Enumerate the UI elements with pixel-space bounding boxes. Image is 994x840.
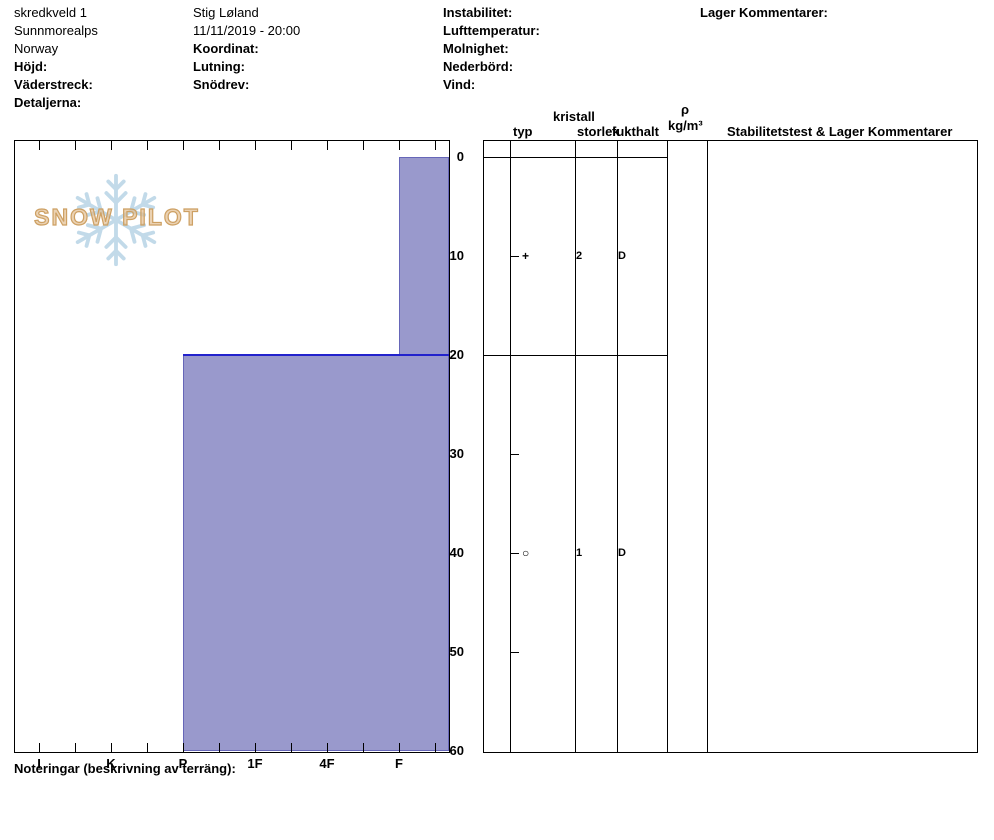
table-column-divider [707,141,708,752]
hardness-axis-tick [147,743,148,752]
hardness-axis-tick [435,743,436,752]
hardness-axis-tick [183,743,184,752]
drift-label: Snödrev: [193,77,250,92]
hardness-axis-tick [111,743,112,752]
layer-boundary-rule [484,355,667,356]
pit-datetime: 11/11/2019 - 20:00 [193,23,301,38]
pit-name: skredkveld 1 [14,5,87,20]
slope-label: Lutning: [193,59,245,74]
hardness-axis-tick [363,141,364,150]
density-unit-header: kg/m³ [668,118,703,133]
hardness-axis-tick [147,141,148,150]
stability-comments-header: Stabilitetstest & Lager Kommentarer [727,124,953,139]
wind-label: Vind: [443,77,476,92]
table-column-divider [575,141,576,752]
instability-label: Instabilitet: [443,5,513,20]
grain-size-value: 1 [576,547,583,559]
hardness-axis-tick [219,141,220,150]
coordinates-label: Koordinat: [193,41,259,56]
hardness-axis-tick [39,141,40,150]
grain-size-header: storlek [577,124,620,139]
observer-column: Stig Løland 11/11/2019 - 20:00 Koordinat… [193,4,300,94]
snow-layer [183,355,449,751]
hardness-axis-tick [291,141,292,150]
table-depth-tick [511,454,519,455]
hardness-axis-tick [255,141,256,150]
grain-moisture-value: D [618,250,626,262]
table-column-divider [667,141,668,752]
grain-moisture-value: D [618,547,626,559]
hardness-axis-tick [39,743,40,752]
hardness-axis-tick [75,141,76,150]
crystal-header: kristall [553,109,595,124]
air-temp-label: Lufttemperatur: [443,23,540,38]
depth-axis-label: 10 [449,248,464,263]
terrain-notes-label: Noteringar (beskrivning av terräng): [14,761,236,776]
elevation-label: Höjd: [14,59,48,74]
hardness-profile-chart: SNOW PILOT [14,140,450,753]
layer-comments-label: Lager Kommentarer: [700,5,828,20]
hardness-axis-label: 4F [319,756,335,771]
aspect-label: Väderstreck: [14,77,93,92]
hardness-axis-tick [399,743,400,752]
grain-row: +2 D [484,248,724,264]
observer-name: Stig Løland [193,5,259,20]
grain-row: ○ 1 D [484,545,724,561]
depth-axis-label: 60 [449,743,464,758]
hardness-axis-tick [183,141,184,150]
hardness-axis-tick [399,141,400,150]
depth-axis-label: 0 [456,149,464,164]
depth-axis-label: 40 [449,545,464,560]
density-symbol-header: ρ [681,102,690,117]
pit-info-column: skredkveld 1 Sunnmorealps Norway Höjd: V… [14,4,98,112]
details-label: Detaljerna: [14,95,82,110]
hardness-axis-tick [255,743,256,752]
grain-type-symbol: ○ [522,546,530,560]
grain-type-symbol: + [522,249,530,263]
sky-label: Molnighet: [443,41,509,56]
hardness-axis-tick [111,141,112,150]
snowpilot-logo-text: SNOW PILOT [34,203,200,230]
hardness-axis-label: F [395,756,403,771]
depth-axis-label: 30 [449,446,464,461]
hardness-axis-tick [363,743,364,752]
hardness-axis-tick [291,743,292,752]
table-column-divider [510,141,511,752]
hardness-axis-tick [435,141,436,150]
grain-type-header: typ [513,124,533,139]
hardness-axis-tick [75,743,76,752]
depth-axis-label: 50 [449,644,464,659]
snowflake-icon [70,173,162,267]
snow-layer [399,157,449,355]
layer-boundary-line [183,354,449,356]
layer-boundary-rule [484,157,667,158]
precip-label: Nederbörd: [443,59,514,74]
hardness-axis-tick [327,743,328,752]
comments-column: Lager Kommentarer: [700,4,828,22]
table-depth-tick [511,652,519,653]
hardness-axis-label: P [178,756,188,771]
table-depth-tick [511,256,519,257]
hardness-axis-label: I [37,756,41,771]
depth-axis-label: 20 [449,347,464,362]
pit-range: Sunnmorealps [14,23,98,38]
hardness-axis-tick [219,743,220,752]
table-column-divider [617,141,618,752]
layer-table: +2 D ○ 1 D [483,140,978,753]
table-depth-tick [511,553,519,554]
moisture-header: fukthalt [612,124,659,139]
hardness-axis-tick [327,141,328,150]
hardness-axis-label: 1F [247,756,263,771]
pit-country: Norway [14,41,59,56]
grain-size-value: 2 [576,250,583,262]
weather-column: Instabilitet: Lufttemperatur: Molnighet:… [443,4,540,94]
hardness-axis-label: K [106,756,116,771]
